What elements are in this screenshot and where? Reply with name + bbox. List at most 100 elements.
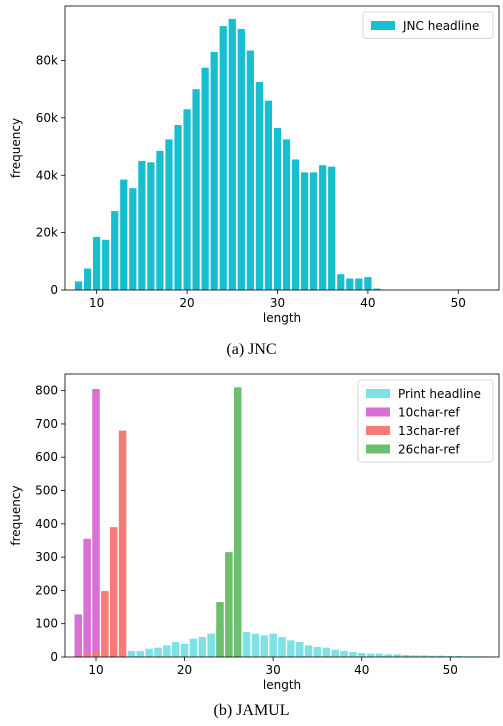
jamul-bar-print-headline: [242, 632, 251, 657]
jamul-bar-print-headline: [313, 647, 322, 657]
caption-jnc: (a) JNC: [226, 341, 277, 358]
jamul-y-tick-label: 400: [35, 517, 58, 531]
jamul-bar-13char-ref: [109, 527, 118, 657]
jnc-bar-jnc-headline: [246, 50, 254, 291]
jamul-x-tick-label: 40: [354, 663, 369, 677]
jnc-bar-jnc-headline: [129, 188, 137, 290]
jamul-legend-swatch-26char-ref: [366, 444, 390, 454]
jamul-legend-swatch-10char-ref: [366, 407, 390, 417]
jamul-bar-print-headline: [304, 645, 313, 657]
jnc-bar-jnc-headline: [255, 82, 264, 291]
jnc-bar-jnc-headline: [291, 159, 300, 290]
jamul-y-tick-label: 300: [35, 550, 58, 564]
jamul-bar-print-headline: [419, 655, 428, 657]
caption-jamul: (b) JAMUL: [213, 702, 290, 719]
jnc-bar-jnc-headline: [273, 127, 282, 290]
jamul-bar-print-headline: [331, 649, 339, 657]
jamul-bar-13char-ref: [83, 653, 91, 657]
jamul-y-tick-label: 200: [35, 583, 58, 597]
jamul-bar-print-headline: [269, 633, 277, 657]
jamul-x-tick-label: 50: [443, 663, 458, 677]
jnc-bar-jnc-headline: [300, 172, 309, 290]
jamul-x-tick-label: 10: [88, 663, 103, 677]
jnc-bar-jnc-headline: [219, 26, 227, 291]
jnc-bar-jnc-headline: [373, 288, 381, 290]
jnc-bar-jnc-headline: [210, 51, 218, 291]
jamul-legend-swatch-13char-ref: [366, 426, 390, 435]
jnc-x-axis-label: length: [263, 311, 301, 325]
jamul-bar-13char-ref: [118, 430, 127, 657]
jnc-plot-frame: [64, 5, 500, 291]
jamul-bar-print-headline: [411, 655, 419, 657]
jnc-bar-jnc-headline: [337, 274, 345, 290]
chart-jamul: 10 20 30 40 500100200300400500600700800lengt…: [9, 373, 500, 692]
jnc-legend: [362, 11, 494, 39]
jamul-bar-print-headline: [251, 633, 260, 657]
jamul-legend-label-13char-ref: 13char-ref: [398, 424, 460, 438]
jamul-bar-print-headline: [349, 652, 357, 657]
jamul-legend-label-26char-ref: 26char-ref: [398, 443, 460, 457]
jnc-bar-jnc-headline: [174, 125, 182, 290]
jamul-legend-label-print-headline: Print headline: [398, 387, 481, 401]
jamul-y-tick-label: 500: [35, 484, 58, 498]
jamul-bar-print-headline: [171, 642, 180, 657]
jnc-x-tick-label: 50: [451, 296, 466, 310]
jnc-y-tick-label: 80k: [36, 54, 58, 68]
jnc-y-axis-label: frequency: [9, 118, 23, 178]
jnc-bar-jnc-headline: [111, 211, 119, 290]
jamul-bar-print-headline: [127, 651, 136, 657]
jamul-x-tick-label: 30: [266, 663, 281, 677]
jamul-bar-print-headline: [366, 653, 375, 657]
jamul-bar-print-headline: [446, 656, 455, 657]
jnc-bar-jnc-headline: [346, 278, 354, 290]
jnc-x-tick-label: 40: [360, 296, 375, 310]
jamul-y-tick-label: 100: [35, 617, 58, 631]
jamul-y-tick-label: 600: [35, 450, 58, 464]
jnc-bar-jnc-headline: [282, 139, 291, 290]
jamul-x-axis-label: length: [263, 678, 301, 692]
jamul-y-tick-label: 800: [35, 384, 58, 398]
jamul-bar-print-headline: [375, 653, 384, 657]
jamul-bar-13char-ref: [101, 591, 109, 657]
jamul-bar-26char-ref: [225, 552, 233, 657]
jamul-bar-print-headline: [145, 648, 153, 657]
jamul-bar-print-headline: [189, 638, 198, 657]
jamul-bar-print-headline: [198, 637, 207, 657]
jnc-bar-jnc-headline: [264, 100, 273, 290]
jamul-legend-label-10char-ref: 10char-ref: [398, 406, 460, 420]
jnc-bar-jnc-headline: [364, 277, 372, 290]
jnc-bar-jnc-headline: [120, 179, 128, 290]
jnc-y-tick-label: 60k: [36, 111, 58, 125]
jamul-y-tick-label: 0: [50, 650, 58, 664]
jamul-bar-print-headline: [340, 651, 348, 657]
jamul-bar-print-headline: [163, 645, 171, 657]
jnc-bar-jnc-headline: [102, 239, 110, 290]
jnc-bar-jnc-headline: [355, 278, 363, 290]
jnc-bar-jnc-headline: [192, 89, 200, 290]
jnc-bar-jnc-headline: [156, 150, 164, 290]
jamul-bar-print-headline: [428, 655, 437, 657]
jamul-bar-print-headline: [260, 635, 269, 657]
jamul-bar-print-headline: [455, 656, 463, 657]
jamul-bar-26char-ref: [233, 387, 242, 657]
jnc-bar-jnc-headline: [228, 18, 236, 290]
jamul-bar-print-headline: [278, 637, 286, 657]
jnc-bar-jnc-headline: [310, 172, 318, 290]
jamul-y-axis-label: frequency: [9, 485, 23, 545]
jnc-y-tick-label: 0: [50, 283, 58, 297]
jnc-bar-jnc-headline: [183, 109, 191, 291]
jamul-bar-10char-ref: [74, 614, 83, 657]
jamul-bar-10char-ref: [83, 538, 91, 657]
jnc-x-tick-label: 20: [179, 296, 194, 310]
jamul-bar-13char-ref: [92, 652, 100, 657]
jamul-bar-print-headline: [287, 640, 295, 657]
jamul-legend: [357, 379, 494, 463]
jamul-bar-print-headline: [295, 642, 304, 657]
jnc-bar-jnc-headline: [165, 139, 173, 290]
jamul-bar-print-headline: [437, 655, 446, 657]
jamul-bar-print-headline: [384, 654, 393, 657]
jamul-bar-10char-ref: [92, 388, 100, 657]
chart-jnc: 10 20 30 40 50 0 20k 40k 60k 80k length frequency JN…: [9, 5, 500, 325]
jnc-bar-jnc-headline: [328, 166, 336, 290]
